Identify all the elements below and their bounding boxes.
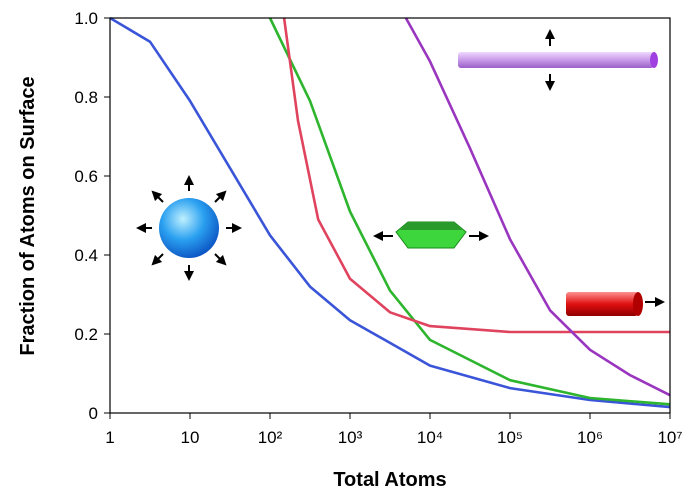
x-tick-label: 10² xyxy=(258,428,283,447)
y-tick-label: 0 xyxy=(89,404,98,423)
line xyxy=(109,16,671,409)
x-tick-label: 10⁶ xyxy=(577,428,603,447)
x-tick-label: 10⁵ xyxy=(497,428,523,447)
y-tick-label: 0.8 xyxy=(74,88,98,107)
line xyxy=(268,17,671,406)
plot-frame xyxy=(109,17,671,414)
y-tick-label: 0.2 xyxy=(74,325,98,344)
line xyxy=(282,17,670,334)
y-axis-title: Fraction of Atoms on Surface xyxy=(17,76,39,355)
icons xyxy=(136,29,665,316)
y-tick-label: 1.0 xyxy=(74,9,98,28)
x-tick-label: 10⁴ xyxy=(417,428,443,447)
x-axis-title: Total Atoms xyxy=(333,469,446,491)
plot-area xyxy=(109,16,671,409)
x-tick-label: 1 xyxy=(105,428,114,447)
x-tick-label: 10 xyxy=(181,428,200,447)
x-tick-label: 10³ xyxy=(338,428,363,447)
y-tick-label: 0.4 xyxy=(74,246,98,265)
y-tick-label: 0.6 xyxy=(74,167,98,186)
x-tick-label: 10⁷ xyxy=(657,428,682,447)
line xyxy=(404,17,671,397)
